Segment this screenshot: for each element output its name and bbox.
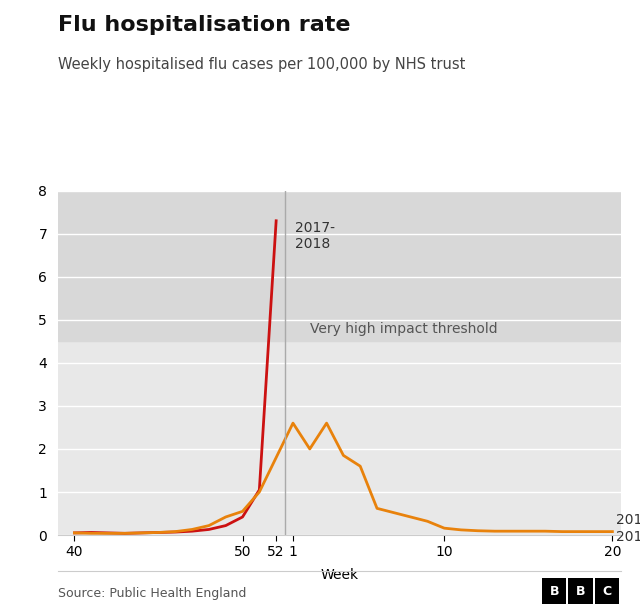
Text: Weekly hospitalised flu cases per 100,000 by NHS trust: Weekly hospitalised flu cases per 100,00… xyxy=(58,57,465,71)
X-axis label: Week: Week xyxy=(320,568,358,582)
Text: Flu hospitalisation rate: Flu hospitalisation rate xyxy=(58,15,350,36)
Text: B: B xyxy=(576,584,585,598)
Text: 2016-
2017: 2016- 2017 xyxy=(616,514,640,544)
Text: Source: Public Health England: Source: Public Health England xyxy=(58,587,246,600)
Text: C: C xyxy=(602,584,611,598)
Text: Very high impact threshold: Very high impact threshold xyxy=(310,322,497,336)
Text: B: B xyxy=(550,584,559,598)
Bar xyxy=(58,191,621,341)
Text: 2017-
2018: 2017- 2018 xyxy=(294,221,335,251)
